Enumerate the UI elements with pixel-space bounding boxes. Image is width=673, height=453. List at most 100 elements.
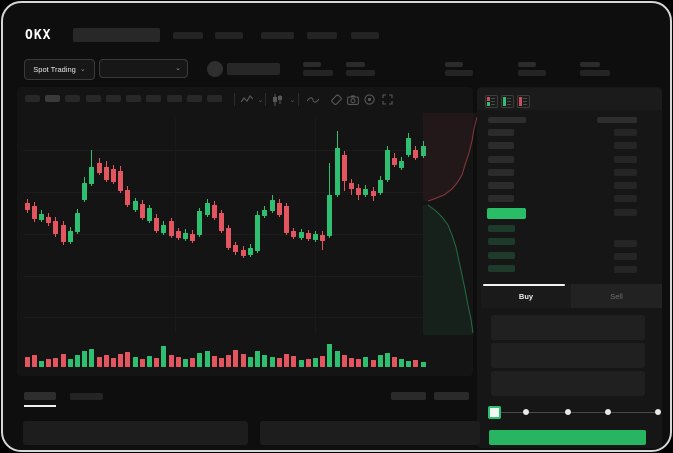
timeframe-button[interactable]: [146, 95, 161, 102]
chart-type-icon[interactable]: [240, 93, 253, 106]
candle-body: [212, 205, 217, 218]
timeframe-button[interactable]: [106, 95, 121, 102]
settings-icon[interactable]: [363, 93, 376, 106]
candle-body: [205, 203, 210, 215]
volume-bar: [413, 360, 418, 367]
sell-tab[interactable]: Sell: [571, 284, 662, 308]
candle-body: [176, 231, 181, 238]
candle-body: [53, 221, 58, 234]
nav-item[interactable]: [261, 32, 294, 39]
total-input[interactable]: [491, 371, 645, 396]
volume-bar: [104, 355, 109, 367]
submit-order-button[interactable]: [489, 430, 646, 445]
ask-price-row[interactable]: [488, 182, 514, 189]
book-combined-icon[interactable]: [485, 95, 498, 108]
slider-handle[interactable]: [488, 406, 501, 419]
chevron-down-icon[interactable]: ⌄: [289, 96, 296, 104]
volume-bar: [176, 357, 181, 367]
last-price-amount: [614, 209, 637, 216]
candle-body: [371, 191, 376, 196]
bottom-header-placeholder: [434, 392, 469, 400]
camera-icon[interactable]: [346, 93, 359, 106]
volume-bar: [284, 354, 289, 367]
chevron-down-icon[interactable]: ⌄: [257, 96, 264, 104]
buy-tab[interactable]: Buy: [481, 284, 571, 308]
bid-price-row[interactable]: [488, 225, 515, 232]
chevron-down-icon: ⌄: [175, 65, 181, 72]
amount-input[interactable]: [491, 343, 645, 368]
bid-price-row[interactable]: [488, 252, 515, 259]
volume-bar: [205, 351, 210, 367]
volume-bar: [82, 351, 87, 367]
market-type-dropdown[interactable]: Spot Trading ⌄: [24, 59, 95, 80]
book-bids-icon[interactable]: [501, 95, 514, 108]
volume-bar: [270, 357, 275, 367]
candle-body: [277, 203, 282, 215]
slider-stop[interactable]: [565, 409, 571, 415]
price-input[interactable]: [491, 315, 645, 340]
candle-body: [349, 183, 354, 189]
book-asks-icon[interactable]: [517, 95, 530, 108]
volume-bar: [61, 354, 66, 367]
trendline-icon[interactable]: [306, 93, 319, 106]
candle-body: [284, 206, 289, 233]
okx-logo[interactable]: OKX: [25, 28, 52, 43]
nav-item[interactable]: [351, 32, 379, 39]
volume-bar: [97, 357, 102, 367]
volume-bar: [320, 356, 325, 367]
timeframe-button[interactable]: [25, 95, 40, 102]
slider-stop[interactable]: [655, 409, 661, 415]
last-price-badge[interactable]: [487, 208, 526, 219]
candle-body: [183, 233, 188, 239]
bottom-tab-active[interactable]: [24, 392, 56, 400]
volume-bar: [313, 358, 318, 367]
volume-bar: [53, 358, 58, 367]
slider-stop[interactable]: [523, 409, 529, 415]
candle-body: [363, 189, 368, 195]
bottom-tab[interactable]: [70, 393, 103, 400]
bid-price-row[interactable]: [488, 238, 515, 245]
fullscreen-icon[interactable]: [381, 93, 394, 106]
bid-price-row[interactable]: [488, 265, 515, 272]
ask-price-row[interactable]: [488, 129, 514, 136]
timeframe-button[interactable]: [187, 95, 202, 102]
timeframe-button[interactable]: [45, 95, 60, 102]
ask-amount-row: [614, 182, 637, 189]
candle-body: [154, 218, 159, 231]
volume-bar: [197, 353, 202, 367]
volume-bar: [385, 353, 390, 367]
ask-price-row[interactable]: [488, 169, 514, 176]
gridline: [23, 234, 423, 235]
amount-slider[interactable]: [493, 411, 659, 413]
volume-bar: [371, 360, 376, 367]
candle-body: [118, 171, 123, 191]
chevron-down-icon: ⌄: [79, 66, 86, 73]
candle-body: [392, 158, 397, 165]
volume-bar: [147, 356, 152, 367]
nav-item[interactable]: [173, 32, 203, 39]
volume-bar: [161, 346, 166, 367]
nav-item[interactable]: [215, 32, 243, 39]
timeframe-button[interactable]: [86, 95, 101, 102]
timeframe-button[interactable]: [65, 95, 80, 102]
pair-selector-dropdown[interactable]: ⌄: [99, 59, 188, 78]
slider-stop[interactable]: [605, 409, 611, 415]
nav-item[interactable]: [307, 32, 337, 39]
timeframe-button[interactable]: [126, 95, 141, 102]
candle-body: [406, 138, 411, 155]
volume-bar: [219, 358, 224, 367]
volume-bar: [299, 360, 304, 367]
nav-search-placeholder[interactable]: [73, 28, 160, 42]
timeframe-button[interactable]: [207, 95, 222, 102]
candle-body: [262, 210, 267, 216]
timeframe-button[interactable]: [167, 95, 182, 102]
volume-bar: [421, 362, 426, 367]
volume-bar: [399, 359, 404, 367]
candlestick-icon[interactable]: [271, 93, 284, 106]
ask-price-row[interactable]: [488, 142, 514, 149]
ask-price-row[interactable]: [488, 195, 514, 202]
volume-bar: [133, 357, 138, 367]
ask-price-row[interactable]: [488, 156, 514, 163]
tag-icon[interactable]: [329, 93, 342, 106]
